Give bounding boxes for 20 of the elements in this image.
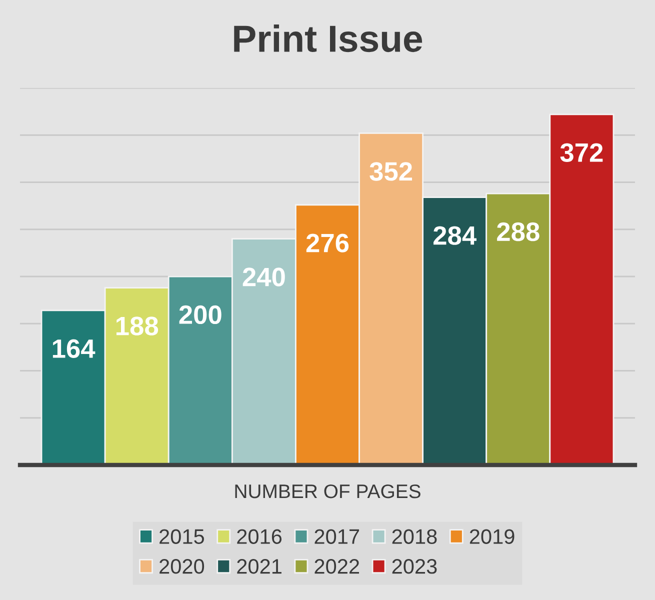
- legend-label: 2023: [392, 559, 437, 574]
- legend-label: 2018: [392, 529, 437, 544]
- legend-label: 2015: [160, 529, 204, 544]
- chart-title: Print Issue: [234, 24, 422, 52]
- data-label: 240: [242, 268, 285, 286]
- legend-label: 2021: [237, 559, 282, 574]
- data-label: 372: [560, 143, 603, 162]
- data-label: 164: [52, 339, 96, 358]
- data-label: 352: [370, 162, 412, 181]
- legend-label: 2022: [314, 559, 360, 574]
- data-label: 188: [116, 316, 158, 336]
- legend-label: 2016: [237, 529, 282, 544]
- x-axis-title: NUMBER OF PAGES: [235, 484, 420, 498]
- data-label: 284: [434, 226, 476, 245]
- data-label: 276: [306, 234, 349, 252]
- data-label: 288: [497, 222, 540, 242]
- legend-label: 2020: [160, 559, 204, 574]
- legend-label: 2017: [314, 529, 360, 544]
- legend-label: 2019: [470, 529, 514, 544]
- data-label: 200: [179, 305, 222, 324]
